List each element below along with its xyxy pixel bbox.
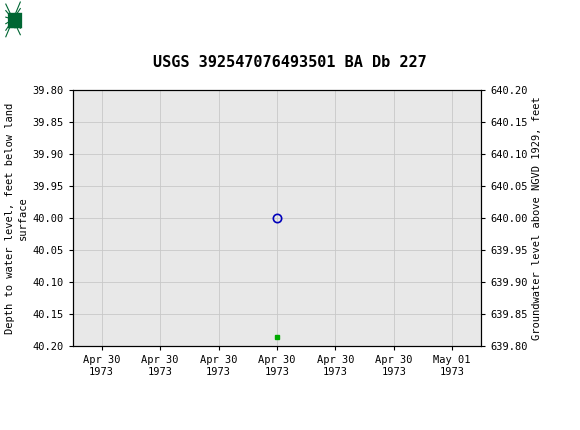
Text: ██: ██ <box>7 13 22 28</box>
Y-axis label: Depth to water level, feet below land
surface: Depth to water level, feet below land su… <box>5 103 28 334</box>
Text: USGS 392547076493501 BA Db 227: USGS 392547076493501 BA Db 227 <box>153 55 427 70</box>
FancyBboxPatch shape <box>6 5 38 36</box>
Y-axis label: Groundwater level above NGVD 1929, feet: Groundwater level above NGVD 1929, feet <box>532 96 542 340</box>
Text: USGS: USGS <box>44 12 95 29</box>
